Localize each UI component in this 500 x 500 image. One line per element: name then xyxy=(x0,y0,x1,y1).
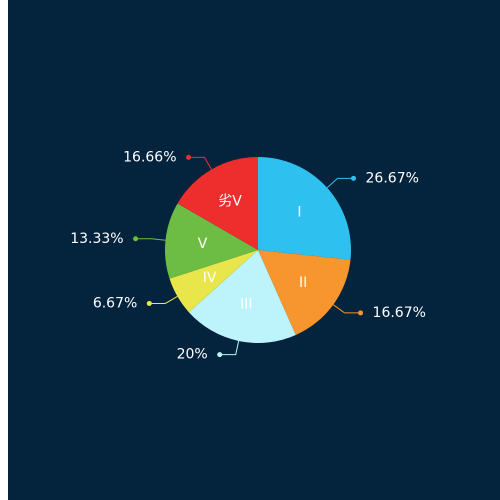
leader-line xyxy=(188,156,212,170)
pie-slice xyxy=(188,250,296,343)
leader-dot xyxy=(217,352,223,358)
slice-label: 劣V xyxy=(218,194,242,210)
pie-slice xyxy=(165,203,258,279)
pie-slice xyxy=(258,157,351,260)
leader-dot xyxy=(146,300,152,306)
value-label: 16.67% xyxy=(373,305,426,321)
slice-label: II xyxy=(299,275,307,291)
leader-dot xyxy=(133,236,139,242)
value-label: 6.67% xyxy=(93,295,137,311)
leader-line xyxy=(326,177,354,189)
leader-dot xyxy=(351,175,357,181)
leader-dot xyxy=(186,154,192,160)
pie-slice xyxy=(258,250,351,335)
leader-line xyxy=(219,340,240,356)
slice-label: III xyxy=(240,297,252,313)
value-label: 16.66% xyxy=(123,149,176,165)
value-label: 20% xyxy=(177,347,208,363)
slice-label: IV xyxy=(203,270,217,286)
value-label: 26.67% xyxy=(366,170,419,186)
leader-line xyxy=(332,304,361,314)
slice-label: I xyxy=(297,205,301,221)
slice-label: V xyxy=(198,236,208,252)
value-label: 13.33% xyxy=(70,231,123,247)
leader-line xyxy=(149,296,178,304)
pie-slice xyxy=(169,250,258,313)
leader-dot xyxy=(358,310,364,316)
pie-slice xyxy=(177,157,258,250)
leader-line xyxy=(135,238,166,241)
